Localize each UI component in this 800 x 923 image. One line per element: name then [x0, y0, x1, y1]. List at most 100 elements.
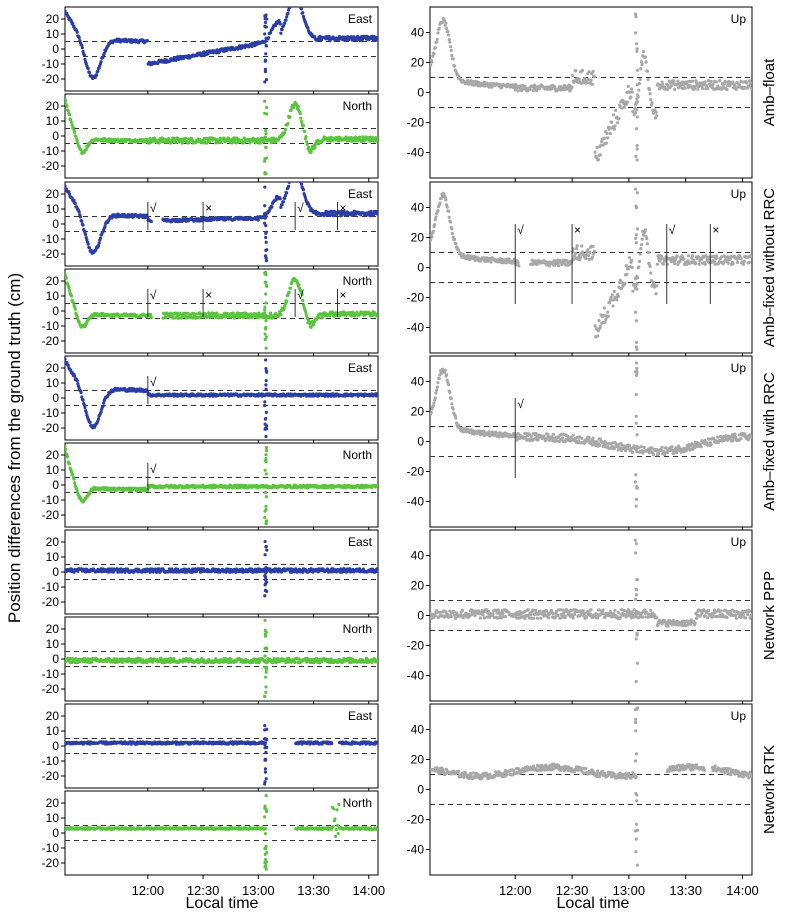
up-data-point [637, 265, 641, 269]
y-tick-label: 10 [46, 550, 60, 564]
up-data-point [616, 121, 620, 125]
marker-symbol: √ [150, 201, 157, 215]
up-data-point [435, 385, 439, 389]
up-data-point [613, 124, 617, 128]
up-data-point [587, 70, 591, 74]
marker-symbol: × [205, 288, 212, 302]
east-data-point [287, 182, 291, 184]
up-data-point [587, 435, 591, 439]
north-data-point [283, 304, 287, 308]
up-outlier-point [634, 361, 639, 365]
north-data-point [187, 140, 191, 145]
up-outlier-point [634, 497, 639, 501]
up-outlier-point [635, 42, 639, 46]
up-data-point [714, 80, 718, 84]
up-data-point [711, 82, 715, 86]
north-outlier-point [263, 170, 267, 175]
marker-symbol: × [339, 201, 346, 215]
up-data-point [444, 373, 449, 377]
up-data-point [592, 75, 597, 79]
up-data-point [535, 88, 539, 93]
north-data-point [283, 130, 287, 135]
up-outlier-point [634, 15, 638, 19]
up-data-point [747, 260, 752, 264]
east-data-point [81, 398, 85, 402]
north-outlier-point [265, 519, 269, 523]
y-tick-label: 10 [46, 463, 60, 477]
y-tick-label: -10 [42, 232, 60, 246]
north-data-point [65, 444, 67, 449]
y-tick-label: -20 [42, 421, 60, 435]
east-outlier-point [263, 58, 268, 62]
up-data-point [559, 432, 563, 437]
up-outlier-point [635, 47, 639, 51]
east-data-point [98, 236, 103, 240]
east-data-point [285, 15, 289, 19]
up-data-point [713, 262, 717, 266]
up-data-point [671, 451, 675, 456]
up-data-point [612, 289, 616, 293]
up-data-point [593, 324, 597, 328]
panel-frame [429, 181, 753, 354]
north-data-point [231, 140, 235, 144]
up-data-point [432, 401, 436, 405]
north-outlier-point [263, 332, 267, 336]
east-outlier-point [263, 185, 267, 189]
up-data-point [497, 435, 501, 439]
group-label: Amb–fixed without RRC [761, 188, 778, 347]
up-data-point [445, 378, 449, 382]
y-tick-label: 0 [52, 217, 59, 231]
north-outlier-point [263, 99, 267, 103]
up-outlier-point [633, 310, 638, 314]
up-data-point [433, 223, 437, 227]
y-tick-label: 0 [52, 42, 59, 56]
east-data-point [83, 405, 87, 410]
up-outlier-point [634, 154, 638, 158]
up-data-point [456, 248, 461, 252]
up-data-point [632, 444, 636, 448]
north-data-point [71, 300, 75, 305]
up-data-point [575, 244, 579, 248]
east-data-point [96, 69, 100, 73]
north-outlier-point [263, 515, 267, 520]
up-data-point [743, 432, 747, 436]
east-data-point [286, 11, 290, 16]
north-data-point [222, 136, 226, 140]
up-data-point [586, 253, 591, 258]
east-outlier-point [262, 212, 267, 216]
east-outlier-point [263, 417, 267, 421]
up-data-point [592, 249, 597, 253]
marker-symbol: √ [150, 288, 157, 302]
up-data-point [604, 442, 608, 446]
east-outlier-point [264, 235, 268, 240]
up-outlier-point [634, 504, 638, 508]
up-data-point [611, 304, 615, 308]
up-data-point [682, 83, 686, 87]
up-series [430, 187, 752, 351]
up-data-point [536, 438, 540, 442]
y-tick-label: -40 [407, 146, 425, 160]
marker-symbol: × [574, 223, 581, 237]
up-data-point [697, 262, 701, 266]
up-data-point [598, 443, 602, 448]
up-data-point [706, 255, 710, 259]
east-data-point [170, 567, 174, 571]
up-data-point [642, 445, 646, 450]
north-data-point [172, 136, 176, 140]
up-data-point [529, 434, 534, 438]
up-outlier-point [635, 274, 639, 279]
up-data-point [551, 432, 555, 437]
north-data-point [375, 314, 378, 318]
east-outlier-point [264, 231, 268, 235]
north-outlier-point [263, 327, 268, 331]
y-tick-label: 40 [411, 375, 425, 389]
up-data-point [716, 435, 720, 439]
east-data-point [299, 7, 304, 11]
up-data-point [456, 423, 461, 427]
up-data-point [700, 257, 704, 261]
up-data-point [749, 254, 752, 258]
up-data-point [606, 136, 610, 140]
north-data-point [69, 294, 74, 298]
